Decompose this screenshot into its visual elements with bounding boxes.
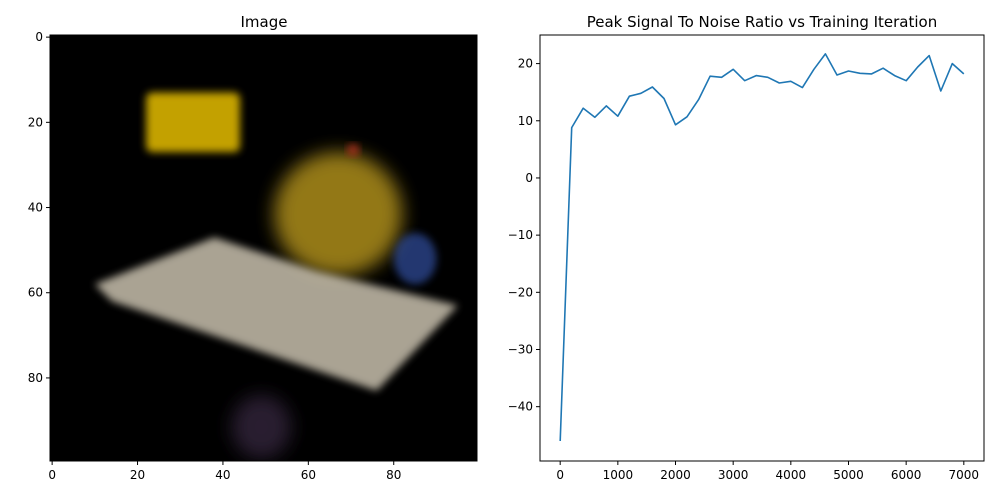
image-x-tick-label: 60 — [301, 468, 316, 482]
image-frame — [49, 34, 478, 462]
image-content — [50, 35, 477, 461]
chart-y-tick-label: 0 — [525, 171, 533, 185]
image-x-tick-label: 0 — [48, 468, 56, 482]
chart-y-tick-label: −10 — [508, 228, 533, 242]
chart-y-ticks: −40 −30 −20 −10 0 10 20 — [508, 57, 540, 414]
image-region-blue-spots — [393, 233, 437, 285]
chart-x-tick-label: 0 — [556, 468, 564, 482]
chart-x-ticks: 0 1000 2000 3000 4000 5000 6000 7000 — [556, 461, 979, 482]
image-x-tick-label: 20 — [130, 468, 145, 482]
image-y-tick-label: 60 — [28, 286, 43, 300]
image-x-tick-label: 40 — [215, 468, 230, 482]
chart-y-tick-label: −20 — [508, 285, 533, 299]
image-y-ticks: 0 20 40 60 80 — [28, 30, 50, 385]
image-title: Image — [241, 13, 288, 31]
image-region-red-spot — [346, 143, 360, 157]
image-region-white-slab — [94, 237, 458, 391]
chart-x-tick-label: 1000 — [603, 468, 634, 482]
chart-x-tick-label: 6000 — [891, 468, 922, 482]
image-panel: Image 0 20 40 60 80 0 20 40 60 80 — [28, 13, 478, 482]
chart-x-tick-label: 5000 — [833, 468, 864, 482]
chart-x-tick-label: 7000 — [949, 468, 980, 482]
psnr-chart-panel: Peak Signal To Noise Ratio vs Training I… — [508, 13, 985, 482]
image-y-tick-label: 20 — [28, 115, 43, 129]
image-region-yellow-box-top-left — [146, 92, 241, 153]
chart-y-tick-label: −40 — [508, 400, 533, 414]
chart-frame — [539, 34, 985, 462]
image-x-tick-label: 80 — [386, 468, 401, 482]
image-regions — [94, 92, 458, 459]
chart-y-tick-label: 10 — [518, 114, 533, 128]
psnr-series-line — [559, 53, 965, 442]
chart-x-tick-label: 4000 — [776, 468, 807, 482]
image-y-tick-label: 40 — [28, 201, 43, 215]
image-y-tick-label: 80 — [28, 371, 43, 385]
image-region-yellow-blob-right — [274, 152, 403, 276]
image-y-tick-label: 0 — [35, 30, 43, 44]
image-x-ticks: 0 20 40 60 80 — [48, 461, 401, 482]
chart-y-tick-label: 20 — [518, 57, 533, 71]
image-region-dark-purple-blob — [231, 394, 292, 459]
chart-x-tick-label: 2000 — [660, 468, 691, 482]
chart-title: Peak Signal To Noise Ratio vs Training I… — [587, 13, 938, 31]
chart-y-tick-label: −30 — [508, 342, 533, 356]
chart-x-tick-label: 3000 — [718, 468, 749, 482]
